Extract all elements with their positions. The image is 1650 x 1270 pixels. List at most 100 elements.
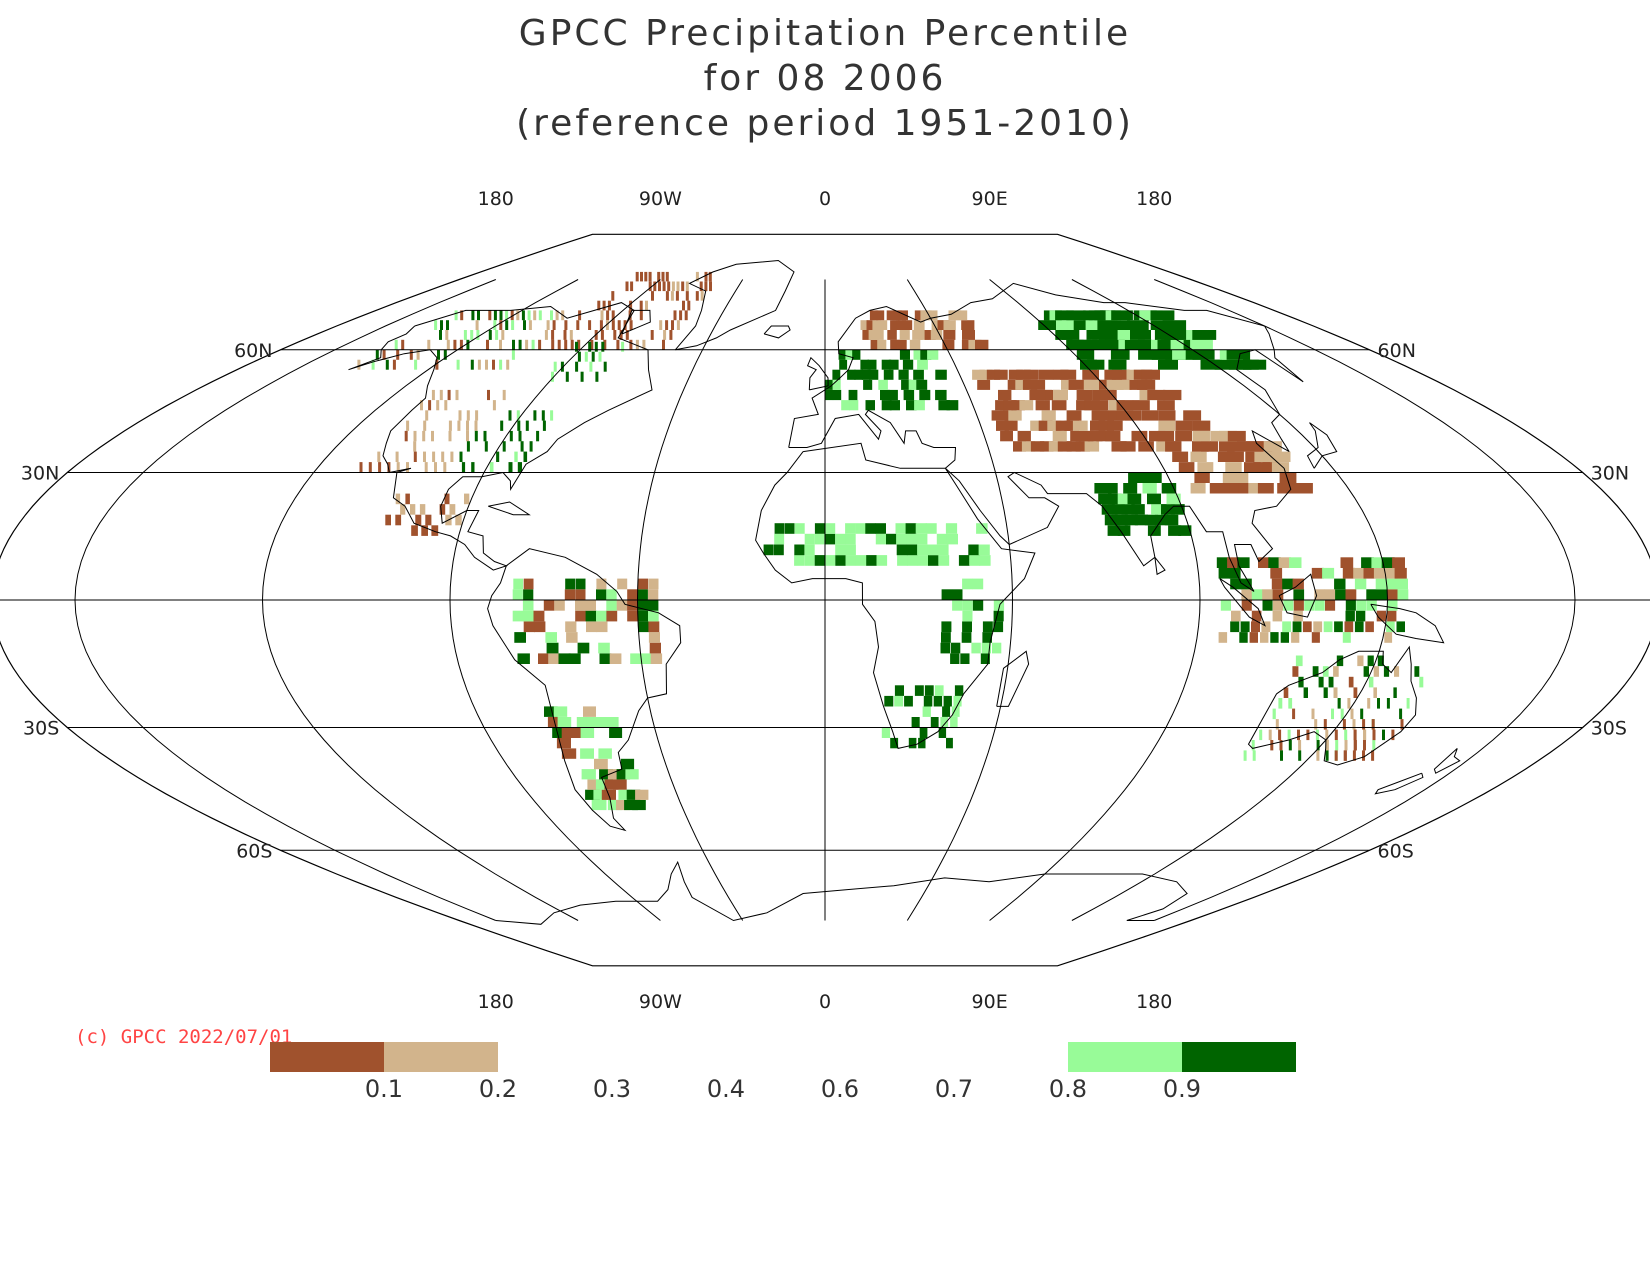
anomaly-cell — [930, 717, 939, 728]
anomaly-cell — [1282, 621, 1292, 633]
anomaly-cell — [606, 589, 617, 600]
anomaly-cell — [1384, 632, 1393, 643]
anomaly-cell — [1117, 493, 1132, 505]
anomaly-cell — [894, 695, 904, 707]
anomaly-cell — [1363, 740, 1366, 751]
anomaly-cell — [448, 420, 452, 431]
anomaly-cell — [1061, 330, 1080, 340]
anomaly-cell — [890, 737, 899, 749]
anomaly-cell — [946, 737, 953, 749]
coastline-eurasia — [788, 282, 1304, 592]
anomaly-cell — [662, 281, 666, 292]
anomaly-cell — [1334, 729, 1338, 741]
anomaly-cell — [1078, 430, 1094, 442]
anomaly-cell — [525, 420, 529, 431]
anomaly-cell — [525, 339, 529, 350]
anomaly-cell — [576, 717, 591, 728]
anomaly-cell — [625, 281, 629, 292]
anomaly-cell — [627, 600, 638, 611]
anomaly-cell — [598, 748, 612, 759]
anomaly-cell — [1016, 369, 1031, 380]
coastline-iceland — [763, 325, 791, 339]
anomaly-cell — [591, 799, 607, 811]
anomaly-cell — [650, 330, 654, 340]
anomaly-cell — [880, 389, 890, 401]
anomaly-cell — [611, 310, 615, 321]
anomaly-cell — [477, 359, 481, 370]
anomaly-cell — [516, 310, 520, 321]
anomaly-cell — [538, 653, 551, 664]
anomaly-cell — [1194, 472, 1210, 483]
anomaly-cell — [941, 632, 951, 643]
anomaly-cell — [1331, 708, 1334, 720]
anomaly-cell — [1087, 430, 1103, 442]
anomaly-cell — [459, 339, 463, 350]
anomaly-cell — [1101, 504, 1115, 515]
anomaly-cell — [814, 523, 825, 534]
anomaly-cell — [917, 555, 929, 566]
anomaly-cell — [1037, 389, 1052, 401]
anomaly-cell — [382, 349, 386, 360]
anomaly-cell — [962, 621, 972, 633]
anomaly-cell — [1183, 410, 1202, 421]
anomaly-cell — [962, 578, 973, 590]
anomaly-cell — [557, 339, 561, 350]
anomaly-cell — [671, 281, 675, 292]
anomaly-cell — [591, 351, 595, 362]
anomaly-cell — [495, 330, 499, 340]
anomaly-cell — [502, 389, 506, 401]
anomaly-cell — [501, 330, 505, 340]
anomaly-cell — [1166, 493, 1181, 505]
anomaly-cell — [1373, 567, 1387, 579]
anomaly-cell — [493, 320, 497, 330]
anomaly-cell — [1117, 525, 1131, 536]
anomaly-cell — [1114, 379, 1132, 390]
anomaly-cell — [603, 361, 607, 372]
anomaly-cell — [1323, 621, 1333, 633]
anomaly-cell — [888, 359, 899, 370]
anomaly-cell — [905, 523, 917, 534]
anomaly-cell — [917, 359, 928, 370]
anomaly-cell — [913, 369, 924, 380]
anomaly-cell — [471, 462, 475, 473]
anomaly-cell — [841, 400, 850, 411]
anomaly-cell — [1241, 600, 1252, 611]
lon-label-bottom: 90E — [972, 991, 1008, 1013]
anomaly-cell — [1383, 666, 1390, 677]
anomaly-cell — [1365, 621, 1374, 633]
anomaly-cell — [544, 330, 548, 340]
anomaly-cell — [1260, 632, 1269, 643]
anomaly-cell — [542, 420, 546, 431]
anomaly-cell — [506, 359, 510, 370]
anomaly-cell — [669, 330, 673, 340]
anomaly-cell — [487, 389, 490, 401]
anomaly-cell — [1157, 430, 1175, 442]
anomaly-cell — [979, 555, 991, 566]
anomaly-cell — [942, 706, 951, 717]
anomaly-cell — [1314, 719, 1318, 730]
anomaly-cell — [523, 610, 535, 622]
anomaly-cell — [466, 441, 470, 452]
anomaly-cell — [896, 320, 906, 330]
anomaly-cell — [618, 789, 633, 800]
anomaly-cell — [894, 685, 904, 696]
anomaly-cell — [1111, 441, 1127, 452]
coastline-sri-lanka — [1154, 556, 1166, 576]
anomaly-cell — [1055, 420, 1071, 431]
anomaly-cell — [1192, 441, 1209, 452]
anomaly-cell — [523, 320, 526, 330]
anomaly-cell — [613, 779, 627, 790]
anomaly-cell — [405, 493, 410, 505]
anomaly-cell — [889, 400, 900, 411]
anomaly-cell — [648, 578, 659, 590]
legend-tick-label: 0.6 — [821, 1075, 859, 1103]
anomaly-cell — [528, 320, 532, 330]
anomaly-cell — [1030, 441, 1045, 452]
anomaly-cell — [377, 451, 381, 462]
anomaly-cell — [1021, 441, 1036, 452]
anomaly-cell — [1052, 430, 1067, 442]
anomaly-cell — [533, 610, 545, 622]
anomaly-cell — [962, 330, 975, 340]
anomaly-cell — [570, 339, 574, 350]
anomaly-cell — [565, 578, 576, 590]
